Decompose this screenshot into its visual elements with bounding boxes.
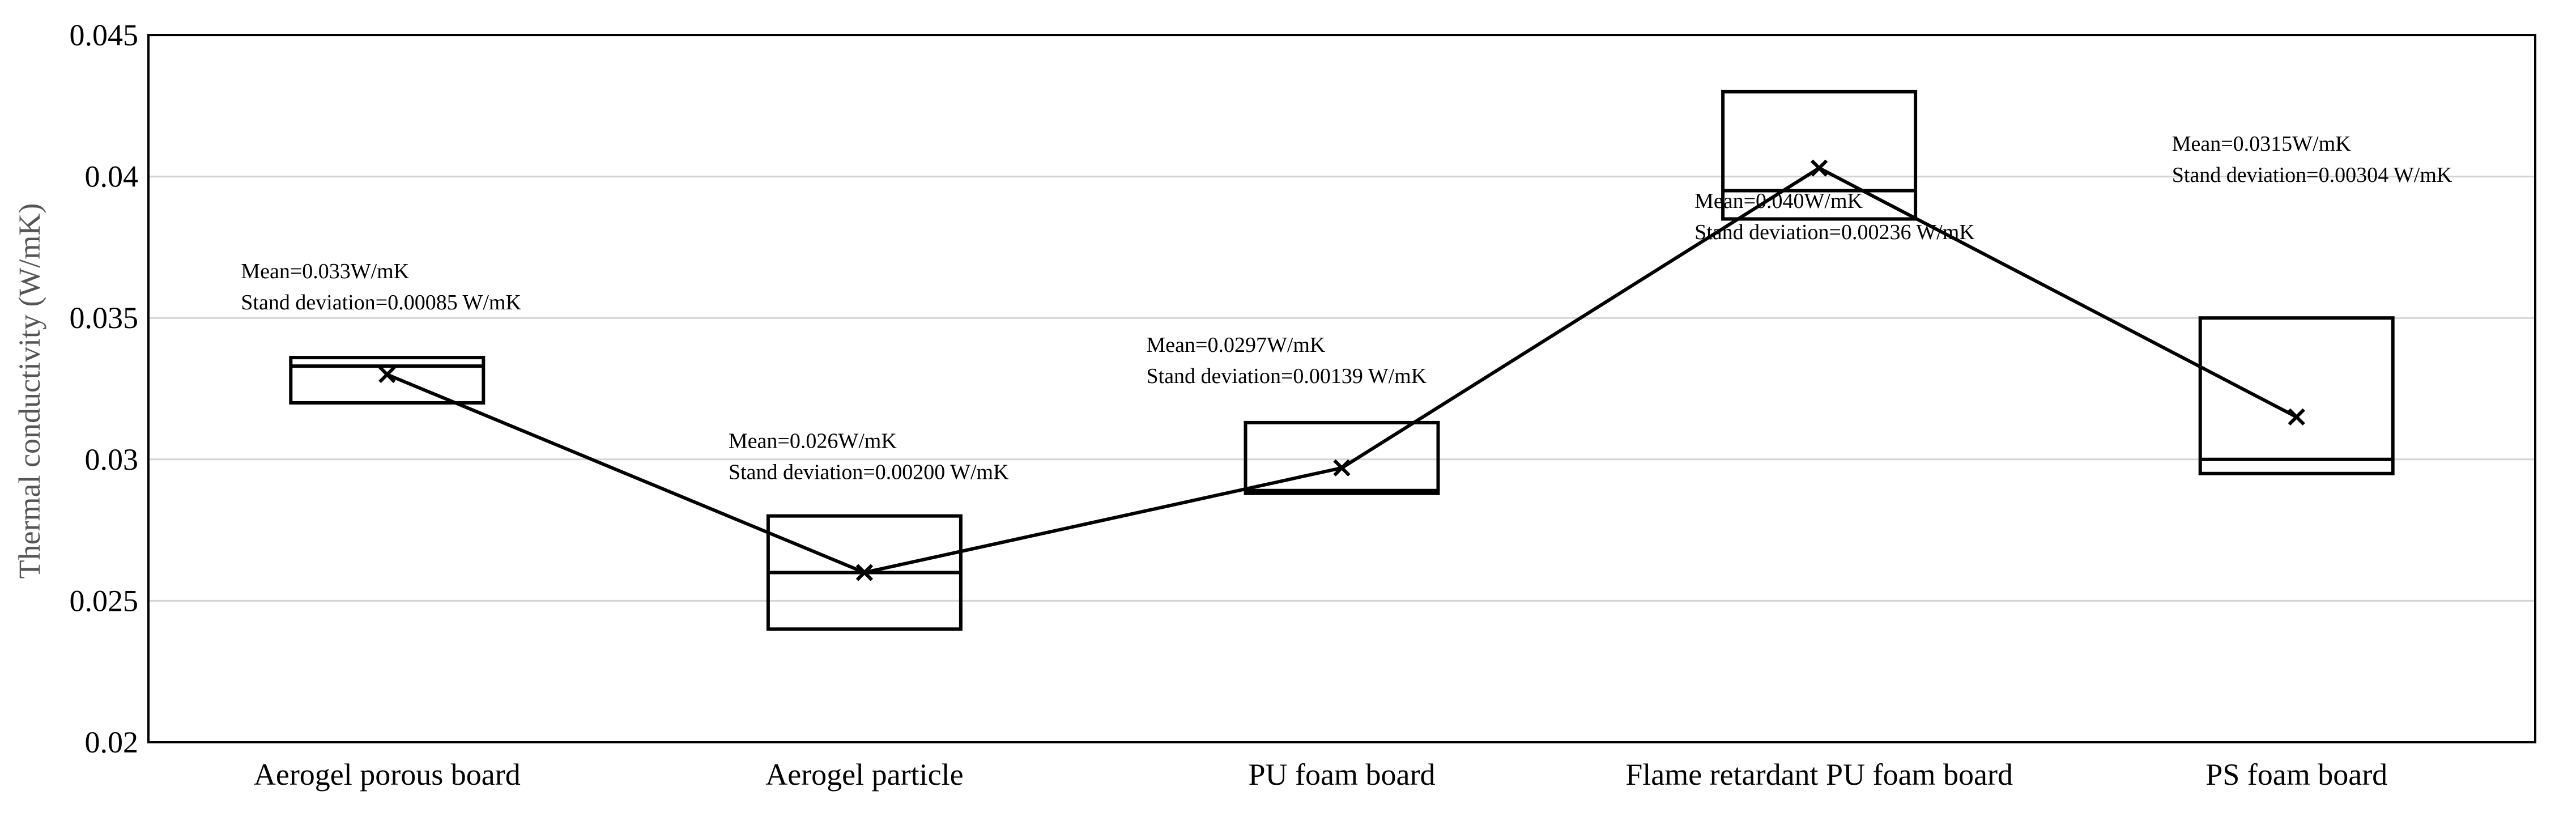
annotation-text: Stand deviation=0.00085 W/mK	[241, 291, 521, 314]
x-tick-label: PU foam board	[1249, 758, 1436, 792]
y-tick-label: 0.035	[70, 301, 139, 335]
mean-marker	[1333, 459, 1351, 477]
mean-marker	[1810, 159, 1828, 177]
mean-marker	[2288, 408, 2305, 426]
annotation-text: Stand deviation=0.00236 W/mK	[1694, 220, 1975, 244]
x-tick-label: PS foam board	[2205, 758, 2387, 792]
y-tick-label: 0.03	[85, 443, 139, 477]
gridlines	[148, 176, 2535, 602]
boxes	[289, 90, 2395, 631]
annotation-text: Stand deviation=0.00139 W/mK	[1147, 364, 1427, 388]
annotation-text: Mean=0.026W/mK	[729, 429, 897, 453]
annotations: Mean=0.033W/mK Stand deviation=0.00085 W/…	[241, 132, 2452, 484]
y-tick-label: 0.04	[85, 160, 139, 194]
y-axis-ticks: 0.02 0.025 0.03 0.035 0.04 0.045	[70, 18, 139, 759]
annotation-text: Mean=0.0315W/mK	[2172, 132, 2351, 156]
annotation-text: Stand deviation=0.00304 W/mK	[2172, 163, 2452, 187]
annotation-text: Mean=0.033W/mK	[241, 260, 409, 283]
plot-frame	[147, 34, 2536, 743]
y-tick-label: 0.02	[85, 725, 139, 759]
mean-markers	[378, 159, 2305, 581]
x-axis-labels: Aerogel porous board Aerogel particle PU f…	[254, 758, 2387, 792]
mean-marker	[378, 365, 396, 384]
annotation-text: Mean=0.040W/mK	[1694, 189, 1863, 213]
box	[1244, 420, 1440, 495]
x-tick-label: Aerogel particle	[765, 758, 963, 792]
box	[2198, 316, 2395, 475]
annotation-text: Stand deviation=0.00200 W/mK	[729, 461, 1009, 484]
box	[1721, 90, 1918, 221]
annotation-text: Mean=0.0297W/mK	[1147, 333, 1326, 357]
x-tick-label: Flame retardant PU foam board	[1625, 758, 2013, 792]
mean-marker	[855, 564, 874, 581]
x-tick-label: Aerogel porous board	[254, 758, 521, 792]
y-tick-label: 0.025	[70, 584, 139, 618]
y-tick-label: 0.045	[70, 18, 139, 52]
y-axis-label: Thermal conductivity (W/mK)	[12, 203, 46, 579]
box	[289, 356, 486, 405]
